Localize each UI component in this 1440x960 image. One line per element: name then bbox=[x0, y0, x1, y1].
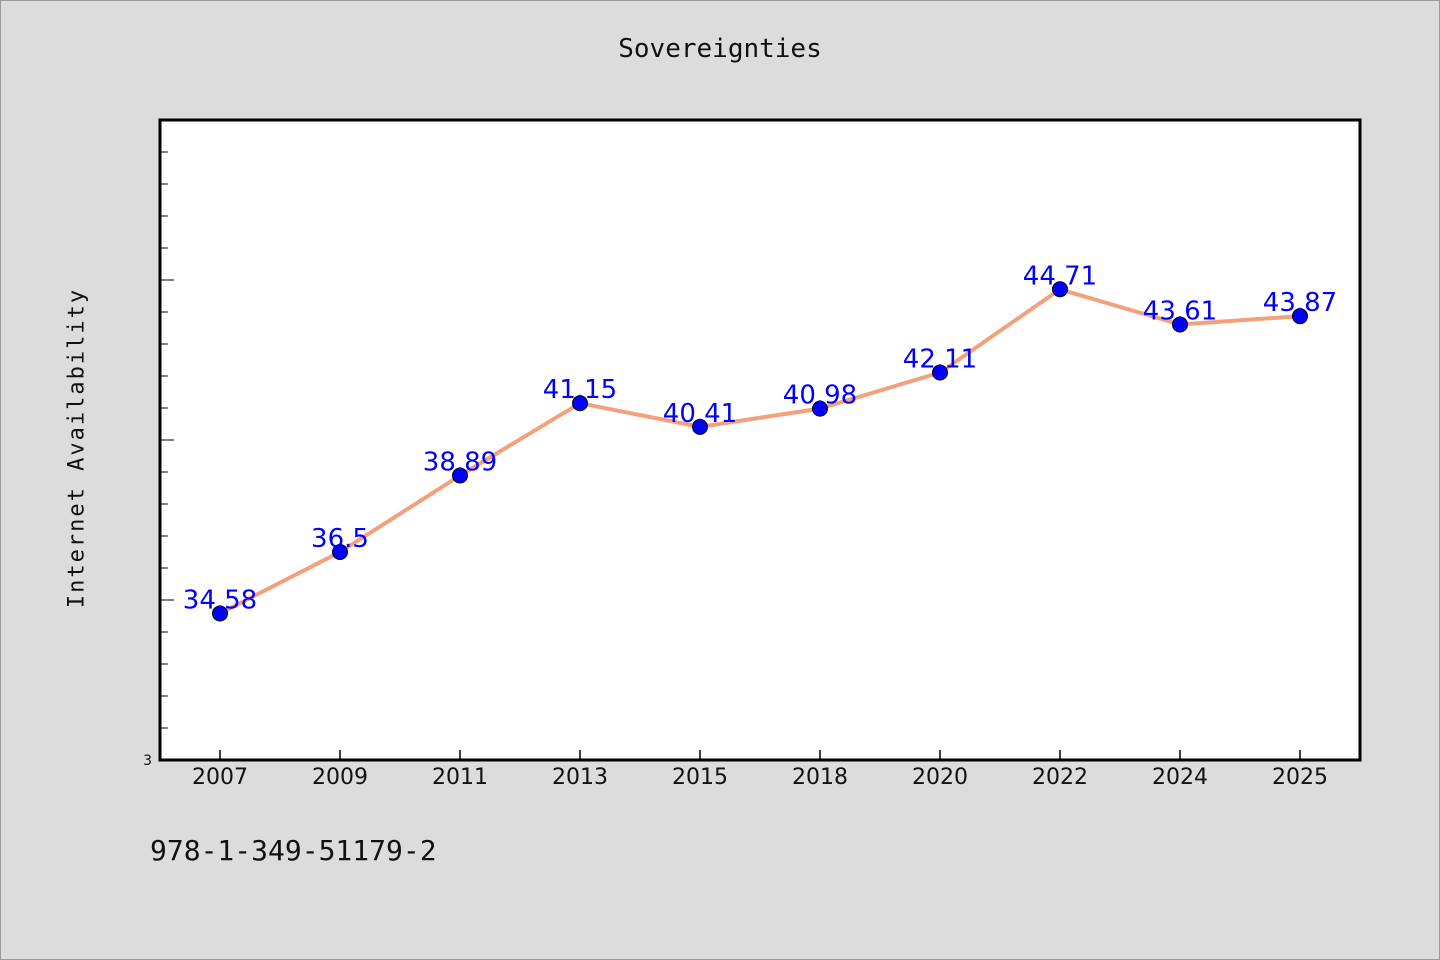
x-tick-label: 2020 bbox=[912, 765, 968, 790]
data-points bbox=[212, 281, 1308, 622]
data-point bbox=[932, 364, 948, 381]
x-tick-label: 2011 bbox=[432, 765, 488, 790]
x-tick-label: 2022 bbox=[1032, 765, 1088, 790]
data-label: 43.87 bbox=[1263, 288, 1337, 318]
x-tick-label: 2018 bbox=[792, 765, 848, 790]
data-label: 44.71 bbox=[1023, 261, 1097, 291]
data-label: 34.58 bbox=[183, 585, 257, 615]
plot-area bbox=[158, 118, 1362, 762]
series-line bbox=[219, 287, 1301, 616]
chart-title: Sovereignties bbox=[618, 34, 822, 64]
x-tick-label: 2013 bbox=[552, 765, 608, 790]
data-labels: 34.58 36.5 38.89 41.15 40.41 40.98 42.11 44.71 4… bbox=[183, 261, 1337, 615]
data-point bbox=[572, 395, 588, 412]
y-axis-ticks: 3 bbox=[143, 151, 174, 769]
x-tick-label: 2025 bbox=[1272, 765, 1328, 790]
data-label: 42.11 bbox=[903, 344, 977, 374]
x-tick-label: 2024 bbox=[1152, 765, 1208, 790]
y-tick-label: 3 bbox=[143, 753, 152, 769]
data-point bbox=[332, 544, 348, 560]
data-label: 40.98 bbox=[783, 381, 857, 411]
isbn-footnote: 978-1-349-51179-2 bbox=[150, 834, 437, 867]
x-tick-label: 2009 bbox=[312, 765, 368, 790]
data-point bbox=[1172, 316, 1188, 333]
data-point bbox=[212, 605, 228, 622]
data-point bbox=[452, 467, 468, 484]
x-tick-label: 2015 bbox=[672, 765, 728, 790]
data-point bbox=[812, 400, 828, 417]
data-point bbox=[1052, 281, 1068, 298]
data-label: 41.15 bbox=[543, 375, 617, 405]
data-label: 38.89 bbox=[423, 448, 497, 478]
data-label: 43.61 bbox=[1143, 296, 1217, 326]
data-label: 40.41 bbox=[663, 399, 737, 429]
data-point bbox=[692, 418, 708, 435]
x-tick-label: 2007 bbox=[192, 765, 248, 790]
data-label: 36.5 bbox=[311, 524, 369, 554]
data-point bbox=[1292, 308, 1308, 325]
x-axis-ticks: 2007 2009 2011 2013 2015 2018 2020 2022 2024 2025 bbox=[192, 750, 1328, 790]
